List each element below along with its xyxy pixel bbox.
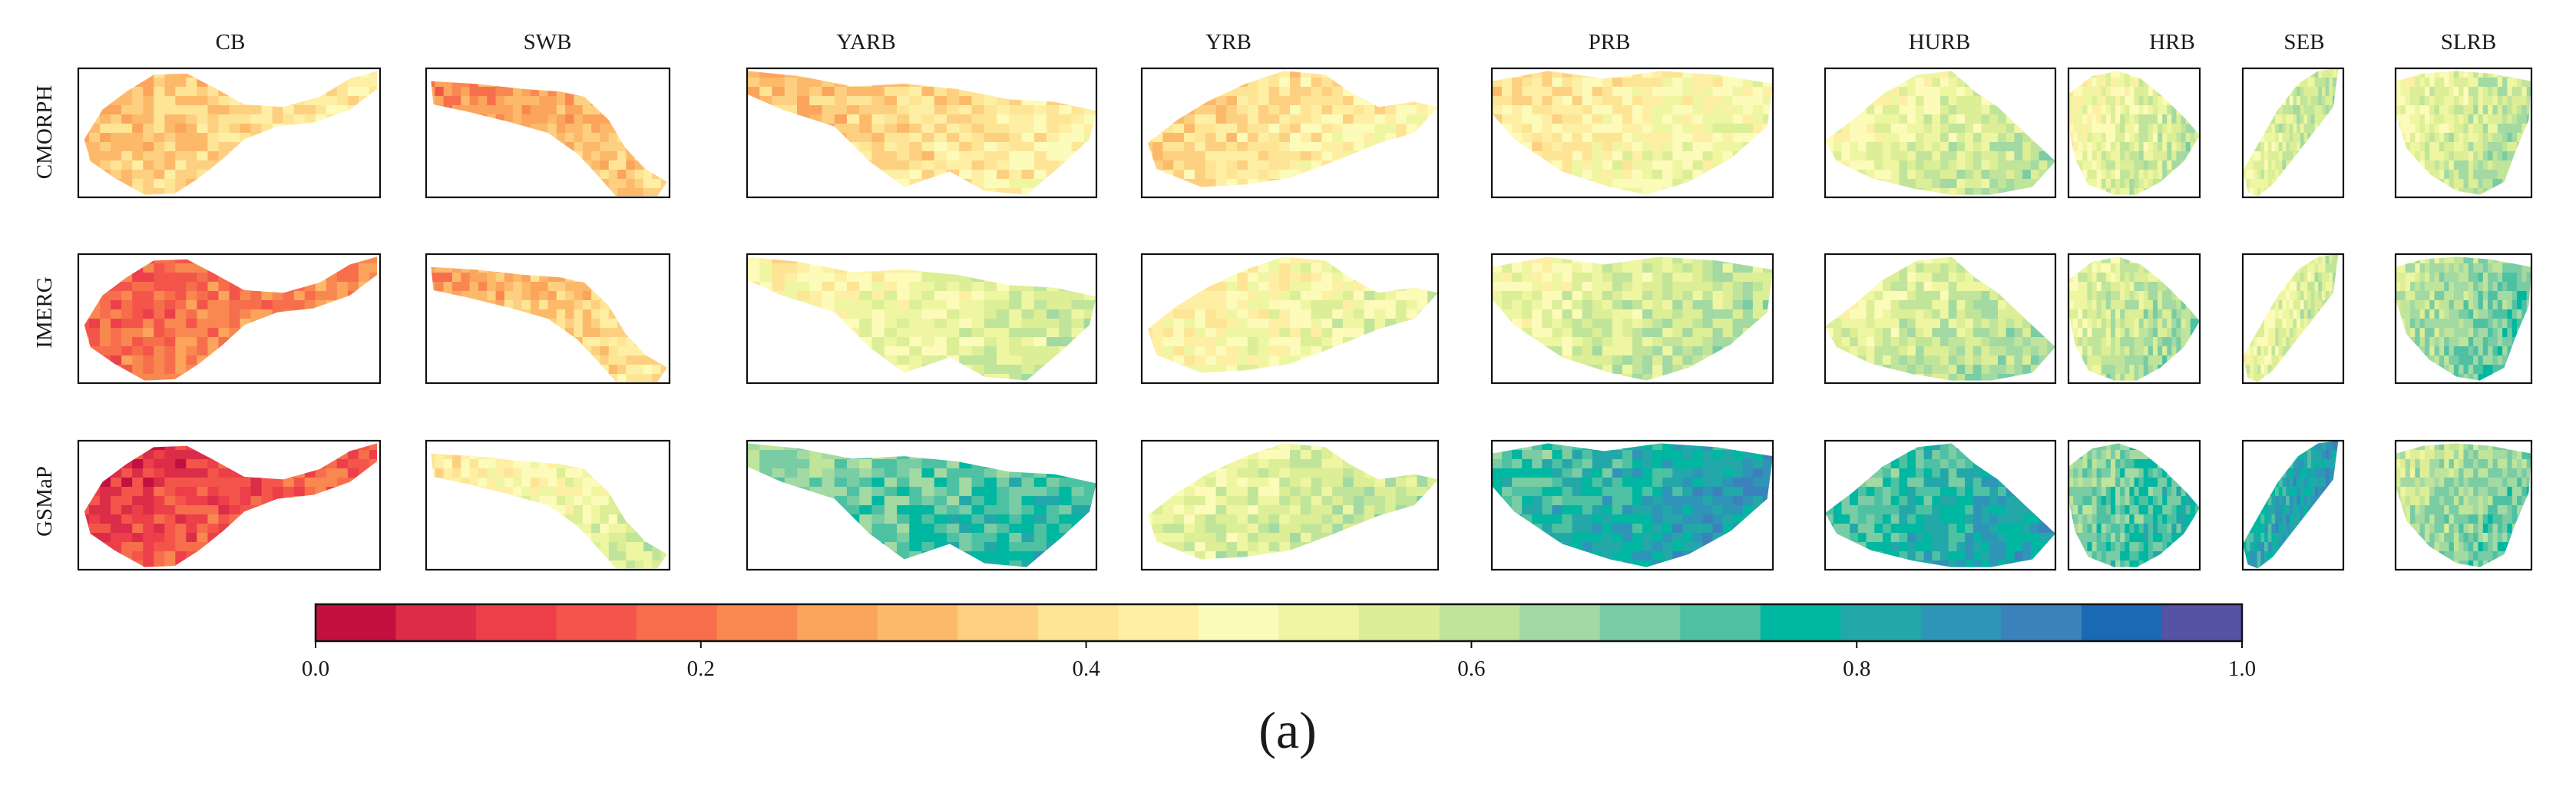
map-panel-imerg-seb xyxy=(2241,253,2345,385)
colorbar-bin xyxy=(1920,604,2002,641)
colorbar-tick-label: 1.0 xyxy=(2228,656,2256,681)
colorbar-bin xyxy=(1439,604,1520,641)
colorbar-tick-label: 0.0 xyxy=(302,656,329,681)
colorbar-bin xyxy=(797,604,878,641)
col-label-yrb: YRB xyxy=(1205,30,1252,55)
map-panel-gsmap-yarb xyxy=(746,439,1098,571)
figure-label: (a) xyxy=(1258,701,1316,759)
row-label-gsmap: GSMaP xyxy=(32,466,57,537)
colorbar-bin xyxy=(1680,604,1761,641)
map-panel-imerg-hurb xyxy=(1824,253,2057,385)
colorbar-tick-label: 0.6 xyxy=(1457,656,1485,681)
colorbar-bin xyxy=(395,604,477,641)
map-panel-imerg-swb xyxy=(425,253,671,385)
map-panel-gsmap-slrb xyxy=(2394,439,2533,571)
colorbar-bin xyxy=(1760,604,1841,641)
map-panel-gsmap-hurb xyxy=(1824,439,2057,571)
map-panel-imerg-slrb xyxy=(2394,253,2533,385)
map-panel-cmorph-seb xyxy=(2241,67,2345,199)
colorbar-tick-label: 0.8 xyxy=(1843,656,1870,681)
colorbar-bin xyxy=(877,604,958,641)
colorbar-bin xyxy=(476,604,557,641)
map-panel-cmorph-hrb xyxy=(2067,67,2201,199)
col-label-seb: SEB xyxy=(2283,30,2324,55)
col-label-yarb: YARB xyxy=(836,30,895,55)
col-label-hurb: HURB xyxy=(1909,30,1971,55)
map-panel-imerg-yrb xyxy=(1140,253,1440,385)
colorbar-bin xyxy=(1599,604,1681,641)
map-panel-cmorph-prb xyxy=(1490,67,1774,199)
colorbar-bin xyxy=(1519,604,1601,641)
map-panel-imerg-cb xyxy=(77,253,382,385)
map-panel-gsmap-swb xyxy=(425,439,671,571)
row-labels: CMORPH IMERG GSMaP xyxy=(32,85,57,537)
colorbar-bin xyxy=(316,604,397,641)
colorbar-bin xyxy=(2001,604,2082,641)
map-panel-cmorph-cb xyxy=(77,67,382,199)
col-label-slrb: SLRB xyxy=(2441,30,2497,55)
colorbar-bin xyxy=(1118,604,1199,641)
map-panel-gsmap-prb xyxy=(1490,439,1774,571)
colorbar-bin xyxy=(637,604,718,641)
col-label-prb: PRB xyxy=(1589,30,1631,55)
row-label-imerg: IMERG xyxy=(32,276,57,349)
map-panel-cmorph-hurb xyxy=(1824,67,2057,199)
colorbar-bin xyxy=(716,604,798,641)
colorbar-bin xyxy=(1037,604,1119,641)
col-label-hrb: HRB xyxy=(2149,30,2195,55)
colorbar-bin xyxy=(1359,604,1440,641)
colorbar-bin xyxy=(1198,604,1280,641)
map-panel-imerg-prb xyxy=(1490,253,1774,385)
col-label-cb: CB xyxy=(216,30,246,55)
row-label-cmorph: CMORPH xyxy=(32,85,57,180)
map-panel-imerg-hrb xyxy=(2067,253,2201,385)
map-panel-cmorph-slrb xyxy=(2394,67,2533,199)
colorbar-bin xyxy=(556,604,637,641)
colorbar-bin xyxy=(2081,604,2163,641)
colorbar-bin xyxy=(957,604,1039,641)
colorbar-bin xyxy=(1278,604,1360,641)
map-panel-gsmap-seb xyxy=(2241,439,2345,571)
map-panel-gsmap-cb xyxy=(77,439,382,571)
colorbar-tick-label: 0.2 xyxy=(687,656,715,681)
map-panels xyxy=(77,67,2533,571)
col-label-swb: SWB xyxy=(524,30,572,55)
map-panel-cmorph-yarb xyxy=(746,67,1098,199)
column-labels: CB SWB YARB YRB PRB HURB HRB SEB SLRB xyxy=(216,30,2497,55)
colorbar-tick-label: 0.4 xyxy=(1072,656,1100,681)
map-panel-gsmap-yrb xyxy=(1140,439,1440,571)
map-panel-cmorph-yrb xyxy=(1140,67,1440,199)
colorbar: 0.0 0.2 0.4 0.6 0.8 1.0 xyxy=(302,603,2256,681)
colorbar-bin xyxy=(2161,604,2243,641)
map-panel-cmorph-swb xyxy=(425,67,671,199)
map-panel-imerg-yarb xyxy=(746,253,1098,385)
colorbar-bin xyxy=(1840,604,1922,641)
map-panel-gsmap-hrb xyxy=(2067,439,2201,571)
